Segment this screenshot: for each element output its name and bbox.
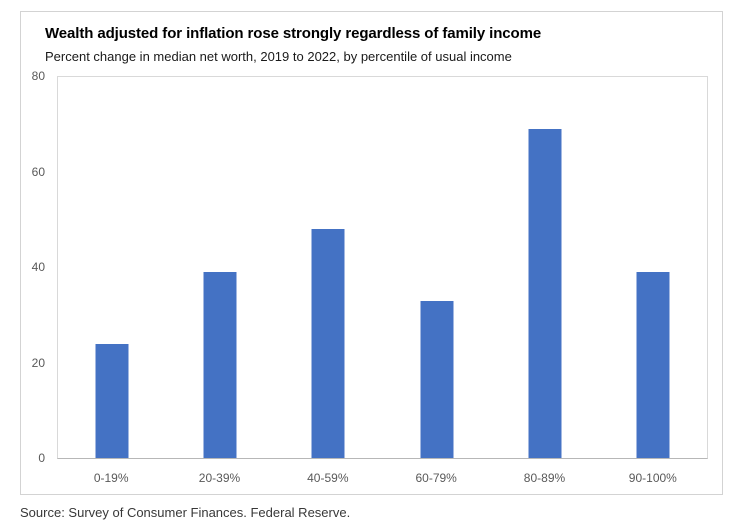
bar-0-19% bbox=[95, 343, 129, 458]
chart-card: Wealth adjusted for inflation rose stron… bbox=[20, 11, 723, 495]
chart-title: Wealth adjusted for inflation rose stron… bbox=[45, 25, 542, 42]
y-tick-label: 0 bbox=[38, 451, 45, 465]
y-tick-label: 60 bbox=[31, 164, 45, 179]
bar-40-59% bbox=[311, 229, 345, 458]
x-axis: 0-19% 20-39% 40-59% 60-79% 80-89% 90-100% bbox=[57, 470, 707, 488]
bar-20-39% bbox=[203, 272, 237, 458]
x-tick-label: 20-39% bbox=[198, 471, 241, 485]
chart-subtitle: Percent change in median net worth, 2019… bbox=[45, 49, 512, 64]
y-tick-label: 40 bbox=[31, 260, 45, 274]
y-axis: 0 20 40 60 80 bbox=[21, 69, 51, 465]
x-tick-label: 40-59% bbox=[307, 471, 349, 485]
x-tick-label: 80-89% bbox=[523, 471, 566, 485]
y-tick-label: 20 bbox=[31, 355, 45, 370]
bar-60-79% bbox=[420, 300, 454, 458]
x-tick-label: 60-79% bbox=[415, 471, 457, 485]
y-tick-label: 80 bbox=[31, 69, 45, 83]
bar-90-100% bbox=[636, 272, 670, 458]
x-tick-label: 90-100% bbox=[628, 471, 677, 485]
x-tick-label: 0-19% bbox=[93, 471, 129, 485]
plot-area bbox=[57, 76, 708, 459]
bar-80-89% bbox=[528, 129, 562, 458]
source-note: Source: Survey of Consumer Finances. Fed… bbox=[20, 505, 351, 520]
